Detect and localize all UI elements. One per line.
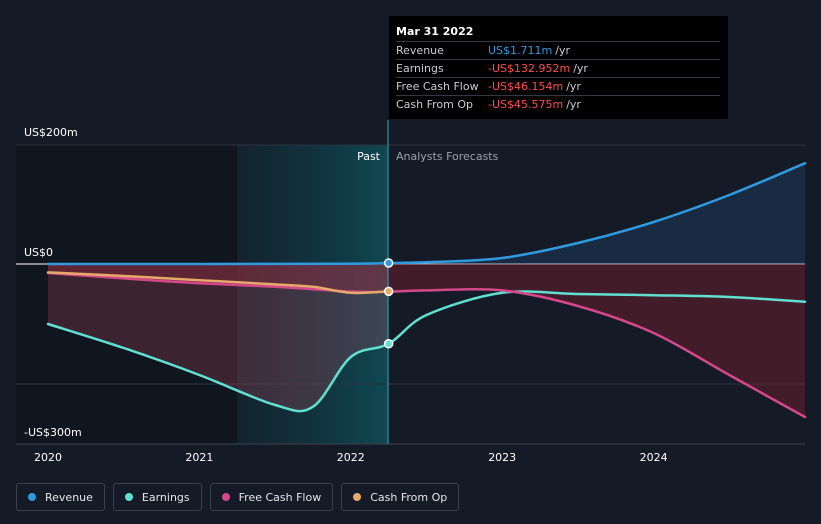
series-line-revenue: [46, 161, 807, 266]
legend-dot-icon: [221, 493, 230, 501]
data-point-marker: [383, 258, 394, 268]
markers: [383, 258, 394, 349]
tooltip-label: Earnings: [396, 62, 444, 75]
tooltip-unit: /yr: [555, 44, 570, 57]
legend-label: Earnings: [141, 490, 190, 504]
legend-dot-icon: [28, 493, 36, 501]
tooltip-label: Free Cash Flow: [396, 80, 479, 93]
tooltip-row-cash-from-op: Cash From Op -US$45.575m /yr: [396, 95, 720, 113]
tooltip-unit: /yr: [566, 98, 581, 111]
revenue-area: [48, 163, 805, 265]
data-point-marker: [383, 339, 394, 349]
legend-item-earnings[interactable]: Earnings: [112, 483, 202, 511]
legend-item-cash-from-op[interactable]: Cash From Op: [341, 483, 460, 511]
tooltip-label: Revenue: [396, 44, 444, 57]
axis-labels: US$200m US$0 -US$300m 2020 2021 2022 2023 2024: [24, 126, 668, 464]
y-tick-label: US$0: [24, 246, 53, 259]
free-cash-flow-area: [48, 264, 805, 417]
past-region-highlight: [237, 145, 388, 444]
tooltip-row-earnings: Earnings -US$132.952m /yr: [396, 59, 720, 77]
x-tick-label: 2022: [337, 451, 365, 464]
x-tick-label: 2024: [640, 451, 668, 464]
tooltip-value: -US$46.154m: [488, 80, 564, 93]
legend-item-revenue[interactable]: Revenue: [16, 483, 105, 511]
y-tick-label: -US$300m: [24, 426, 82, 439]
series-areas: [48, 163, 805, 417]
tooltip-value: -US$45.575m: [488, 98, 564, 111]
x-tick-label: 2020: [34, 451, 62, 464]
data-point-marker: [383, 286, 394, 297]
tooltip-row-revenue: Revenue US$1.711m /yr: [396, 41, 720, 59]
x-tick-label: 2023: [488, 451, 516, 464]
tooltip-value: US$1.711m: [488, 44, 553, 57]
tooltip: Mar 31 2022 Revenue US$1.711m /yr Earnin…: [389, 16, 728, 119]
y-tick-label: US$200m: [24, 126, 78, 139]
legend-item-free-cash-flow[interactable]: Free Cash Flow: [209, 483, 334, 511]
legend: Revenue Earnings Free Cash Flow Cash Fro…: [16, 483, 460, 511]
legend-label: Revenue: [45, 490, 93, 504]
legend-dot-icon: [124, 493, 133, 501]
tooltip-unit: /yr: [566, 80, 581, 93]
forecast-label: Analysts Forecasts: [396, 150, 499, 163]
past-region-dark: [16, 145, 238, 444]
tooltip-date: Mar 31 2022: [396, 25, 474, 38]
x-tick-label: 2021: [185, 451, 213, 464]
tooltip-label: Cash From Op: [396, 98, 474, 111]
legend-dot-icon: [353, 493, 362, 501]
earnings-area: [48, 264, 389, 412]
past-label: Past: [357, 150, 381, 163]
tooltip-value: -US$132.952m: [488, 62, 571, 75]
legend-label: Free Cash Flow: [238, 490, 322, 504]
tooltip-unit: /yr: [573, 62, 588, 75]
series-line-free-cash-flow: [46, 271, 807, 419]
tooltip-row-free-cash-flow: Free Cash Flow -US$46.154m /yr: [396, 77, 720, 95]
legend-label: Cash From Op: [370, 490, 448, 504]
series-line-cash-from-op: [46, 271, 390, 295]
